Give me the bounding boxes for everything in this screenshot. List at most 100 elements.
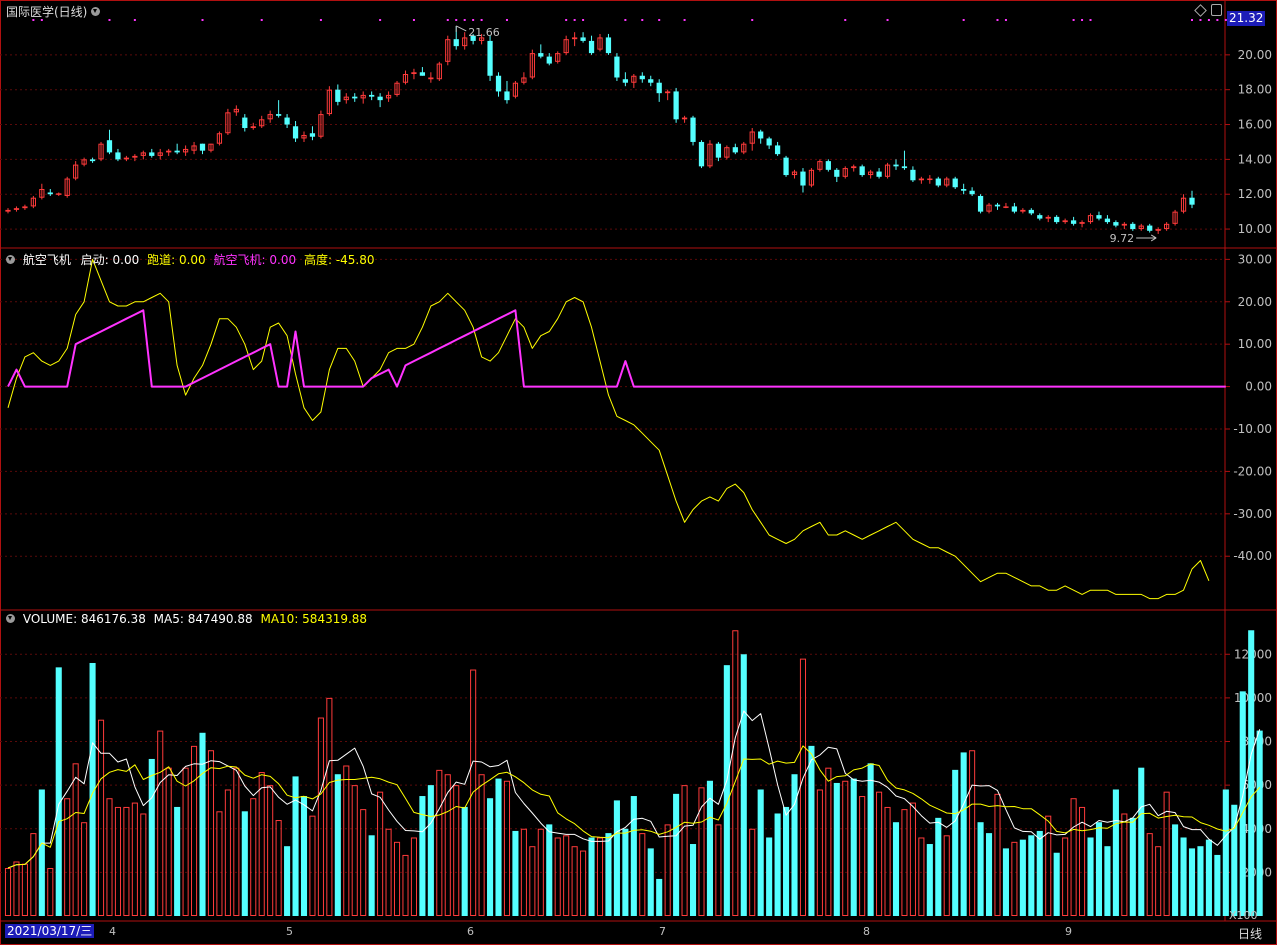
feiji-line bbox=[7, 309, 1226, 388]
volume-bar bbox=[689, 844, 697, 916]
volume-bar bbox=[571, 846, 578, 916]
candle-body bbox=[1104, 218, 1111, 223]
candle-body bbox=[868, 171, 874, 176]
volume-bar bbox=[512, 830, 519, 916]
volume-bar bbox=[393, 841, 401, 916]
volume-bar bbox=[1104, 846, 1111, 916]
y-tick-label: -20.00 bbox=[1233, 464, 1272, 478]
label-paodao-sep: : bbox=[171, 253, 179, 267]
volume-bar bbox=[639, 833, 646, 917]
candle-body bbox=[166, 150, 172, 153]
dropdown-circle-icon[interactable] bbox=[6, 614, 15, 623]
date-box: 2021/03/17/三 bbox=[5, 924, 95, 938]
signal-marker bbox=[1191, 19, 1193, 21]
candle-body bbox=[301, 134, 307, 139]
dropdown-circle-icon[interactable] bbox=[6, 255, 15, 264]
signal-marker bbox=[108, 19, 111, 21]
ma5-line bbox=[7, 710, 1261, 869]
volume-bar bbox=[13, 861, 20, 916]
volume-bar bbox=[224, 789, 231, 916]
signal-marker bbox=[1081, 19, 1084, 21]
candle-body bbox=[428, 77, 434, 80]
candle-body bbox=[698, 141, 705, 167]
candle-body bbox=[673, 91, 679, 120]
y-tick-label: 18.00 bbox=[1238, 83, 1272, 97]
candle-body bbox=[352, 96, 358, 99]
label-volume-name: VOLUME bbox=[22, 612, 74, 626]
window-toggle-icon[interactable] bbox=[1211, 4, 1222, 16]
candle-body bbox=[64, 178, 70, 196]
volume-bar bbox=[681, 785, 688, 916]
candle-body bbox=[174, 150, 180, 153]
candle-body bbox=[1062, 220, 1068, 223]
volume-bar bbox=[258, 772, 265, 916]
candle-body bbox=[808, 169, 815, 186]
candle-body bbox=[157, 152, 163, 156]
volume-bar bbox=[292, 776, 299, 916]
volume-bar bbox=[300, 796, 308, 916]
signal-marker bbox=[886, 19, 889, 21]
candle-body bbox=[1096, 215, 1102, 219]
dropdown-circle-icon[interactable] bbox=[91, 7, 101, 16]
volume-bar bbox=[38, 789, 45, 916]
volume-bar bbox=[1002, 848, 1009, 916]
candle-body bbox=[935, 178, 941, 186]
volume-bar bbox=[351, 785, 358, 916]
candle-body bbox=[140, 152, 146, 156]
volume-bar bbox=[732, 630, 739, 916]
candle-body bbox=[1147, 225, 1153, 231]
volume-bar bbox=[97, 719, 105, 917]
low-arrow-head bbox=[1150, 234, 1157, 242]
candle-body bbox=[411, 72, 417, 75]
volume-bar bbox=[630, 796, 637, 916]
candle-body bbox=[791, 171, 798, 176]
volume-panel-header[interactable]: VOLUME: 846176.38 MA5: 847490.88 MA10: 5… bbox=[6, 612, 367, 626]
signal-marker bbox=[472, 19, 475, 21]
price-panel-header[interactable]: 国际医学(日线) bbox=[6, 3, 104, 20]
candle-body bbox=[39, 188, 45, 198]
candle-body bbox=[182, 148, 189, 153]
volume-bar bbox=[1138, 767, 1145, 916]
candle-body bbox=[377, 96, 383, 101]
volume-bar bbox=[943, 835, 950, 917]
candle-body bbox=[1070, 220, 1077, 224]
period-label[interactable]: 日线 bbox=[1238, 927, 1263, 941]
volume-bar bbox=[427, 785, 434, 916]
candle-body bbox=[149, 152, 155, 156]
volume-bar bbox=[960, 752, 967, 916]
candle-body bbox=[952, 178, 958, 188]
volume-bar bbox=[4, 868, 12, 916]
candle-body bbox=[276, 114, 282, 116]
candle-body bbox=[487, 40, 493, 76]
volume-bar bbox=[284, 846, 291, 916]
volume-bar bbox=[706, 780, 713, 916]
candle-body bbox=[98, 143, 104, 160]
candle-body bbox=[986, 204, 992, 212]
volume-bar bbox=[470, 669, 477, 916]
volume-bar bbox=[969, 750, 976, 916]
volume-bar bbox=[985, 833, 993, 916]
label-qidong-sep: : bbox=[104, 253, 113, 267]
candle-body bbox=[851, 166, 857, 169]
signal-marker bbox=[412, 19, 415, 21]
signal-marker bbox=[658, 19, 661, 21]
candle-body bbox=[73, 164, 79, 179]
signal-marker bbox=[962, 19, 965, 21]
volume-bar bbox=[1146, 833, 1153, 917]
volume-bar bbox=[377, 791, 384, 916]
volume-bar bbox=[317, 717, 324, 916]
signal-marker bbox=[1199, 19, 1202, 21]
candle-body bbox=[208, 143, 214, 151]
label-ma5-sep: : bbox=[179, 612, 188, 626]
candle-body bbox=[233, 108, 239, 113]
indicator-panel-header[interactable]: 航空飞机 启动: 0.00 跑道: 0.00 航空飞机: 0.00 高度: -4… bbox=[6, 251, 375, 268]
label-gaodu-value: -45.80 bbox=[335, 253, 375, 267]
signal-marker bbox=[641, 19, 644, 21]
x-month-label: 7 bbox=[659, 925, 666, 938]
candle-body bbox=[478, 37, 485, 41]
volume-bar bbox=[148, 758, 155, 916]
volume-bar bbox=[1121, 813, 1128, 917]
volume-bar bbox=[1172, 824, 1179, 916]
candle-body bbox=[495, 75, 502, 92]
